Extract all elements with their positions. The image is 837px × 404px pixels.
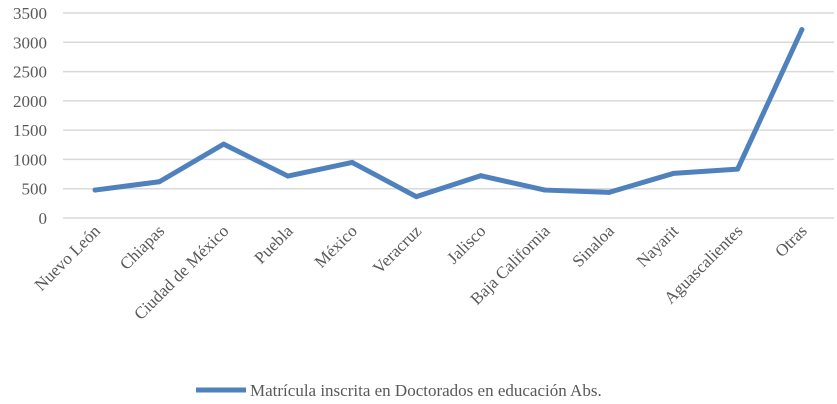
- y-tick-label: 1000: [13, 150, 47, 169]
- data-point: [349, 159, 355, 165]
- x-tick-label: Jalisco: [443, 221, 489, 267]
- x-tick-label: Chiapas: [116, 221, 168, 273]
- y-tick-label: 500: [22, 180, 48, 199]
- data-point: [799, 27, 805, 33]
- data-point: [221, 141, 227, 147]
- x-tick-label: México: [311, 221, 361, 271]
- data-point: [606, 189, 612, 195]
- y-tick-label: 1500: [13, 121, 47, 140]
- data-point: [285, 173, 291, 179]
- data-point: [670, 170, 676, 176]
- series-line: [92, 27, 805, 200]
- data-point: [478, 173, 484, 179]
- data-point: [735, 166, 741, 172]
- y-tick-label: 3000: [13, 33, 47, 52]
- y-tick-label: 3500: [13, 4, 47, 23]
- data-point: [156, 179, 162, 185]
- x-tick-label: Sinaloa: [568, 221, 618, 271]
- x-tick-label: Veracruz: [369, 221, 425, 277]
- legend-label: Matrícula inscrita en Doctorados en educ…: [250, 381, 602, 400]
- x-tick-label: Otras: [771, 221, 810, 260]
- y-tick-label: 2500: [13, 63, 47, 82]
- data-point: [542, 187, 548, 193]
- x-tick-label: Nayarit: [633, 221, 683, 271]
- data-point: [413, 194, 419, 200]
- legend: Matrícula inscrita en Doctorados en educ…: [196, 381, 602, 400]
- x-tick-label: Nuevo León: [31, 221, 105, 295]
- y-tick-label: 2000: [13, 92, 47, 111]
- data-point: [92, 187, 98, 193]
- y-tick-label: 0: [39, 209, 48, 228]
- x-tick-label: Puebla: [251, 221, 297, 267]
